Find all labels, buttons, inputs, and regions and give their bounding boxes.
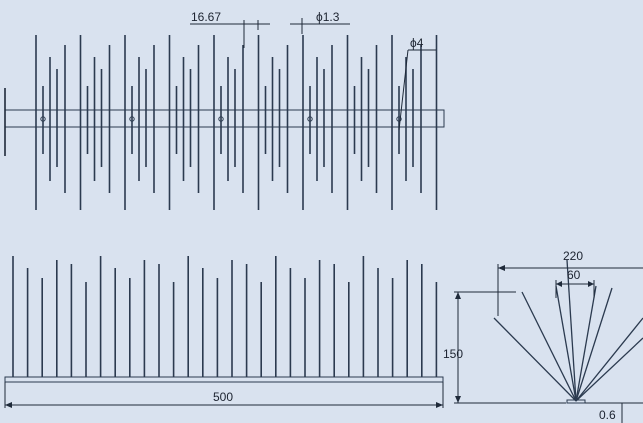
width-label: 220 xyxy=(563,249,583,263)
side-spike xyxy=(575,317,643,402)
wire-diameter-label: ϕ1.3 xyxy=(316,10,340,24)
length-arrow-right xyxy=(436,402,443,408)
front-base xyxy=(4,376,444,383)
inner-label: 60 xyxy=(567,268,581,282)
top-view: 16.67 ϕ1.3 ϕ4 xyxy=(4,10,445,210)
mount-hole xyxy=(396,116,402,122)
side-base xyxy=(566,399,586,404)
side-spike xyxy=(521,291,577,402)
base-strip xyxy=(4,109,445,128)
base-thickness-label: 0.6 xyxy=(599,408,616,422)
length-arrow-left xyxy=(5,402,12,408)
height-arrow-bottom xyxy=(455,396,461,403)
side-view-spikes xyxy=(493,259,643,402)
length-label: 500 xyxy=(213,390,233,404)
side-spike xyxy=(493,317,577,402)
side-spike xyxy=(555,285,577,402)
inner-arrow-left xyxy=(556,281,562,287)
height-label: 150 xyxy=(443,347,463,361)
front-view: 500 xyxy=(4,256,444,408)
height-arrow-top xyxy=(455,292,461,299)
mount-hole xyxy=(129,116,135,122)
side-spike xyxy=(575,287,613,402)
front-view-spikes xyxy=(12,256,438,377)
mount-hole xyxy=(40,116,46,122)
mount-hole xyxy=(218,116,224,122)
top-view-spikes xyxy=(35,35,438,210)
side-spike xyxy=(575,285,597,402)
spacing-label: 16.67 xyxy=(191,10,221,24)
mount-holes xyxy=(40,116,402,122)
side-spike xyxy=(575,337,643,402)
side-view: 220 60 150 0.6 xyxy=(443,249,643,423)
hole-leader-line xyxy=(398,49,409,131)
width-arrow-left xyxy=(498,265,505,271)
hole-diameter-label: ϕ4 xyxy=(410,36,424,50)
inner-arrow-right xyxy=(588,281,594,287)
mount-hole xyxy=(307,116,313,122)
